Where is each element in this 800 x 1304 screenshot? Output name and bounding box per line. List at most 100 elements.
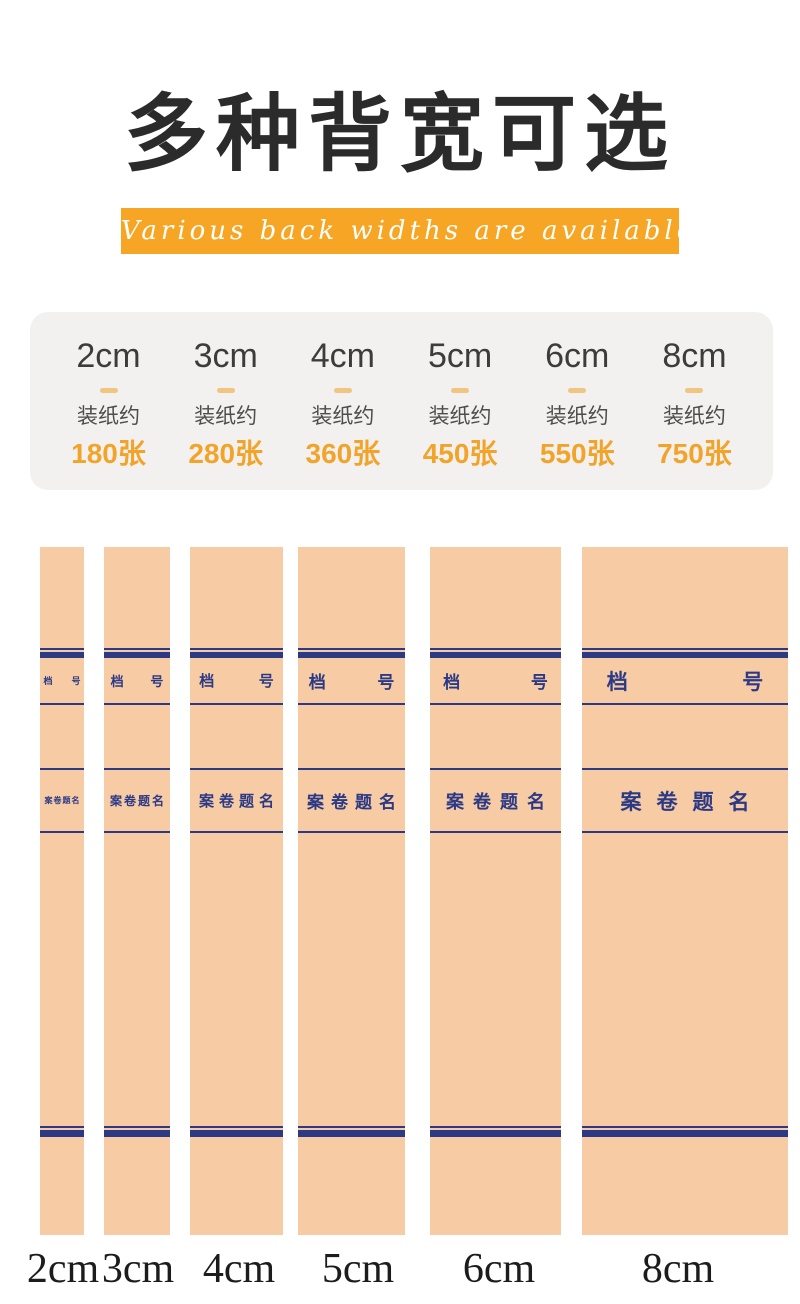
divider-line: [582, 768, 788, 770]
size-label: 6cm: [545, 337, 610, 375]
case-title-row: 案卷题名: [190, 770, 283, 831]
spine-3cm: 档 号 案卷题名: [104, 547, 170, 1235]
case-title-row: 案卷题名: [40, 770, 84, 831]
file-number-row: 档 号: [582, 658, 788, 703]
divider-line: [190, 768, 283, 770]
spine-top-rule: [430, 648, 561, 658]
file-number-char-left: 档: [308, 673, 326, 693]
spine-6cm: 档 号 案卷题名: [430, 547, 561, 1235]
capacity-column-3cm: 3cm 装纸约 280张: [167, 336, 284, 490]
capacity-note: 装纸约: [545, 405, 609, 428]
capacity-value: 280张: [188, 438, 264, 469]
file-number-char-left: 档: [110, 675, 124, 690]
spine-bottom-rule: [430, 1126, 561, 1137]
spine-bottom-rule: [104, 1126, 170, 1137]
dash-divider: [216, 388, 235, 393]
divider-line: [430, 703, 561, 705]
bottom-size-label-4cm: 4cm: [202, 1246, 276, 1292]
file-number-char-left: 档: [443, 673, 461, 693]
dash-divider: [333, 388, 352, 393]
capacity-value: 750张: [657, 438, 732, 469]
divider-line: [40, 768, 84, 770]
size-label: 5cm: [427, 337, 493, 375]
capacity-value: 550张: [539, 438, 615, 469]
case-title-label: 案卷题名: [109, 794, 166, 808]
case-title-label: 案卷题名: [44, 795, 81, 805]
capacity-note: 装纸约: [77, 405, 140, 428]
capacity-value: 360张: [305, 438, 381, 469]
divider-line: [104, 703, 170, 705]
file-number-char-right: 号: [377, 673, 395, 693]
divider-line: [582, 831, 788, 833]
size-label: 8cm: [662, 337, 727, 375]
divider-line: [190, 703, 283, 705]
file-number-char-right: 号: [742, 668, 764, 694]
capacity-column-2cm: 2cm 装纸约 180张: [50, 336, 167, 490]
spine-top-rule: [104, 648, 170, 658]
capacity-note: 装纸约: [428, 405, 492, 428]
case-title-row: 案卷题名: [430, 770, 561, 831]
divider-line: [104, 831, 170, 833]
case-title-row: 案卷题名: [104, 770, 170, 831]
spine-top-rule: [40, 648, 84, 658]
file-number-char-right: 号: [258, 672, 274, 690]
divider-line: [582, 703, 788, 705]
capacity-column-4cm: 4cm 装纸约 360张: [284, 336, 401, 490]
spine-bottom-rule: [298, 1126, 405, 1137]
spine-4cm: 档 号 案卷题名: [190, 547, 283, 1235]
capacity-column-6cm: 6cm 装纸约 550张: [519, 336, 636, 490]
file-number-char-left: 档: [606, 668, 628, 694]
file-number-row: 档 号: [298, 658, 405, 703]
size-label: 3cm: [193, 337, 258, 375]
spine-top-rule: [190, 648, 283, 658]
divider-line: [298, 703, 405, 705]
file-number-row: 档 号: [430, 658, 561, 703]
divider-line: [40, 831, 84, 833]
capacity-column-8cm: 8cm 装纸约 750张: [636, 336, 753, 490]
file-number-char-right: 号: [71, 677, 81, 687]
capacity-note: 装纸约: [311, 405, 375, 428]
divider-line: [430, 768, 561, 770]
capacity-value: 450张: [422, 438, 498, 469]
bottom-size-label-2cm: 2cm: [26, 1246, 100, 1292]
subtitle-banner: Various back widths are available: [121, 208, 692, 254]
divider-line: [298, 768, 405, 770]
file-number-row: 档 号: [40, 658, 84, 703]
bottom-size-label-3cm: 3cm: [101, 1246, 175, 1292]
capacity-card: 2cm 装纸约 180张 3cm 装纸约 280张 4cm 装纸约 360张 5…: [30, 312, 773, 490]
dash-divider: [99, 388, 118, 393]
spine-8cm: 档 号 案卷题名: [582, 547, 788, 1235]
spine-bottom-rule: [582, 1126, 788, 1137]
spine-top-rule: [582, 648, 788, 658]
size-label: 4cm: [310, 337, 375, 375]
capacity-value: 180张: [71, 438, 146, 469]
divider-line: [104, 768, 170, 770]
file-number-char-left: 档: [43, 677, 53, 687]
divider-line: [190, 831, 283, 833]
divider-line: [40, 703, 84, 705]
case-title-row: 案卷题名: [298, 770, 405, 831]
dash-divider: [568, 388, 587, 393]
file-number-char-right: 号: [530, 673, 548, 693]
case-title-label: 案卷题名: [198, 792, 279, 810]
spine-5cm: 档 号 案卷题名: [298, 547, 405, 1235]
case-title-label: 案卷题名: [307, 793, 403, 813]
bottom-size-label-5cm: 5cm: [321, 1246, 395, 1292]
capacity-column-5cm: 5cm 装纸约 450张: [402, 336, 519, 490]
spine-bottom-rule: [190, 1126, 283, 1137]
file-number-row: 档 号: [190, 658, 283, 703]
divider-line: [298, 831, 405, 833]
page-title: 多种背宽可选: [123, 84, 676, 183]
spine-top-rule: [298, 648, 405, 658]
spine-bottom-rule: [40, 1126, 84, 1137]
dash-divider: [685, 388, 704, 393]
capacity-note: 装纸约: [662, 405, 726, 428]
case-title-label: 案卷题名: [446, 791, 554, 813]
spine-2cm: 档 号 案卷题名: [40, 547, 84, 1235]
divider-line: [430, 831, 561, 833]
file-number-row: 档 号: [104, 658, 170, 703]
bottom-size-label-6cm: 6cm: [462, 1246, 536, 1292]
capacity-note: 装纸约: [194, 405, 258, 428]
size-label: 2cm: [76, 337, 141, 375]
